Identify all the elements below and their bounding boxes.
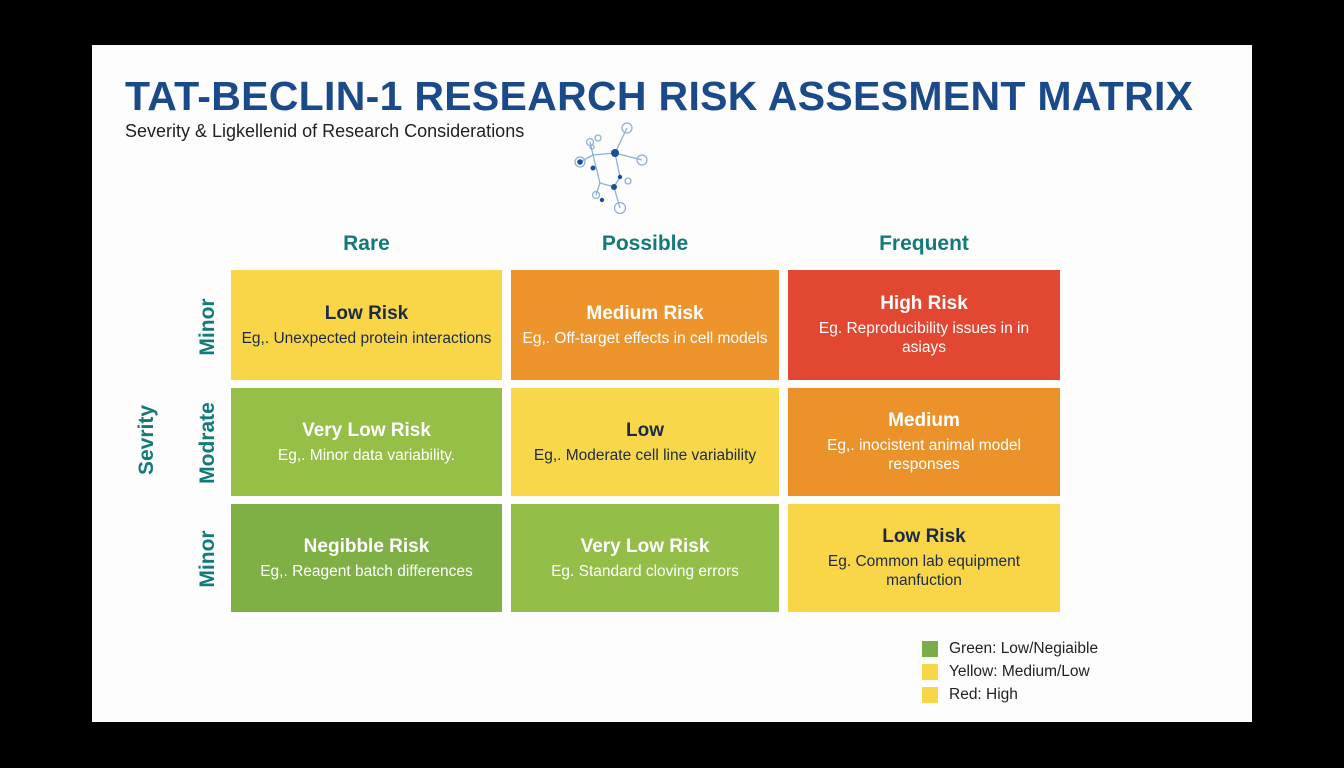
molecule-network-icon [574, 122, 648, 215]
risk-level: Negibble Risk [303, 535, 430, 557]
row-label-2: Modrate [196, 402, 219, 484]
legend: Green: Low/Negiaible Yellow: Medium/Low … [922, 637, 1098, 706]
risk-example: Eg,. Minor data variability. [277, 446, 456, 464]
risk-example: Eg,. Unexpected protein interactions [241, 329, 492, 347]
risk-cell: Very Low Risk Eg,. Minor data variability… [231, 388, 502, 496]
risk-level: Low Risk [882, 526, 966, 547]
risk-example: Eg,. Off-target effects in cell models [522, 329, 768, 347]
column-header-frequent: Frequent [879, 232, 969, 255]
row-label-3: Minor [196, 530, 219, 588]
risk-cell: High Risk Eg. Reproducibility issues in i… [788, 270, 1060, 380]
risk-level: Very Low Risk [580, 535, 710, 557]
subtitle: Severity & Ligkellenid of Research Consi… [125, 121, 525, 141]
risk-example: Eg. Reproducibility issues in in asiays [818, 320, 1030, 356]
risk-example: Eg. Standard cloving errors [551, 562, 739, 580]
risk-example: Eg,. Moderate cell line variability [533, 446, 757, 464]
risk-cell: Low Risk Eg. Common lab equipment manfuct… [788, 504, 1060, 612]
risk-cell: Negibble Risk Eg,. Reagent batch differen… [231, 504, 502, 612]
risk-level: Low [626, 419, 664, 441]
risk-example: Eg,. Reagent batch differences [260, 562, 473, 580]
risk-cell: Medium Eg,. inocistent animal model respo… [788, 388, 1060, 496]
risk-example: Eg. Common lab equipment manfuction [827, 553, 1021, 589]
risk-example: Eg,. inocistent animal model responses [827, 437, 1021, 473]
legend-swatch [922, 640, 938, 657]
matrix-panel: TAT-BECLIN-1 RESEARCH RISK ASSESMENT MAT… [92, 45, 1252, 722]
risk-level: Very Low Risk [302, 419, 431, 441]
risk-level: Medium Risk [586, 302, 704, 324]
legend-item-yellow: Yellow: Medium/Low [922, 660, 1098, 683]
legend-swatch [922, 663, 938, 680]
risk-cell: Low Risk Eg,. Unexpected protein interact… [231, 270, 502, 380]
risk-level: Medium [888, 410, 960, 431]
risk-cell: Medium Risk Eg,. Off-target effects in ce… [511, 270, 779, 380]
column-header-possible: Possible [601, 232, 689, 255]
risk-cell: Very Low Risk Eg. Standard cloving errors [511, 504, 779, 612]
legend-item-red: Red: High [922, 683, 1098, 706]
legend-swatch [922, 686, 938, 703]
page-title: TAT-BECLIN-1 RESEARCH RISK ASSESMENT MAT… [125, 73, 1194, 119]
legend-item-green: Green: Low/Negiaible [922, 637, 1098, 660]
column-header-rare: Rare [343, 232, 390, 255]
risk-level: High Risk [880, 293, 968, 314]
severity-axis-label: Sevrity [135, 404, 158, 476]
risk-level: Low Risk [324, 302, 409, 324]
row-label-1: Minor [196, 298, 219, 356]
risk-cell: Low Eg,. Moderate cell line variability [511, 388, 779, 496]
